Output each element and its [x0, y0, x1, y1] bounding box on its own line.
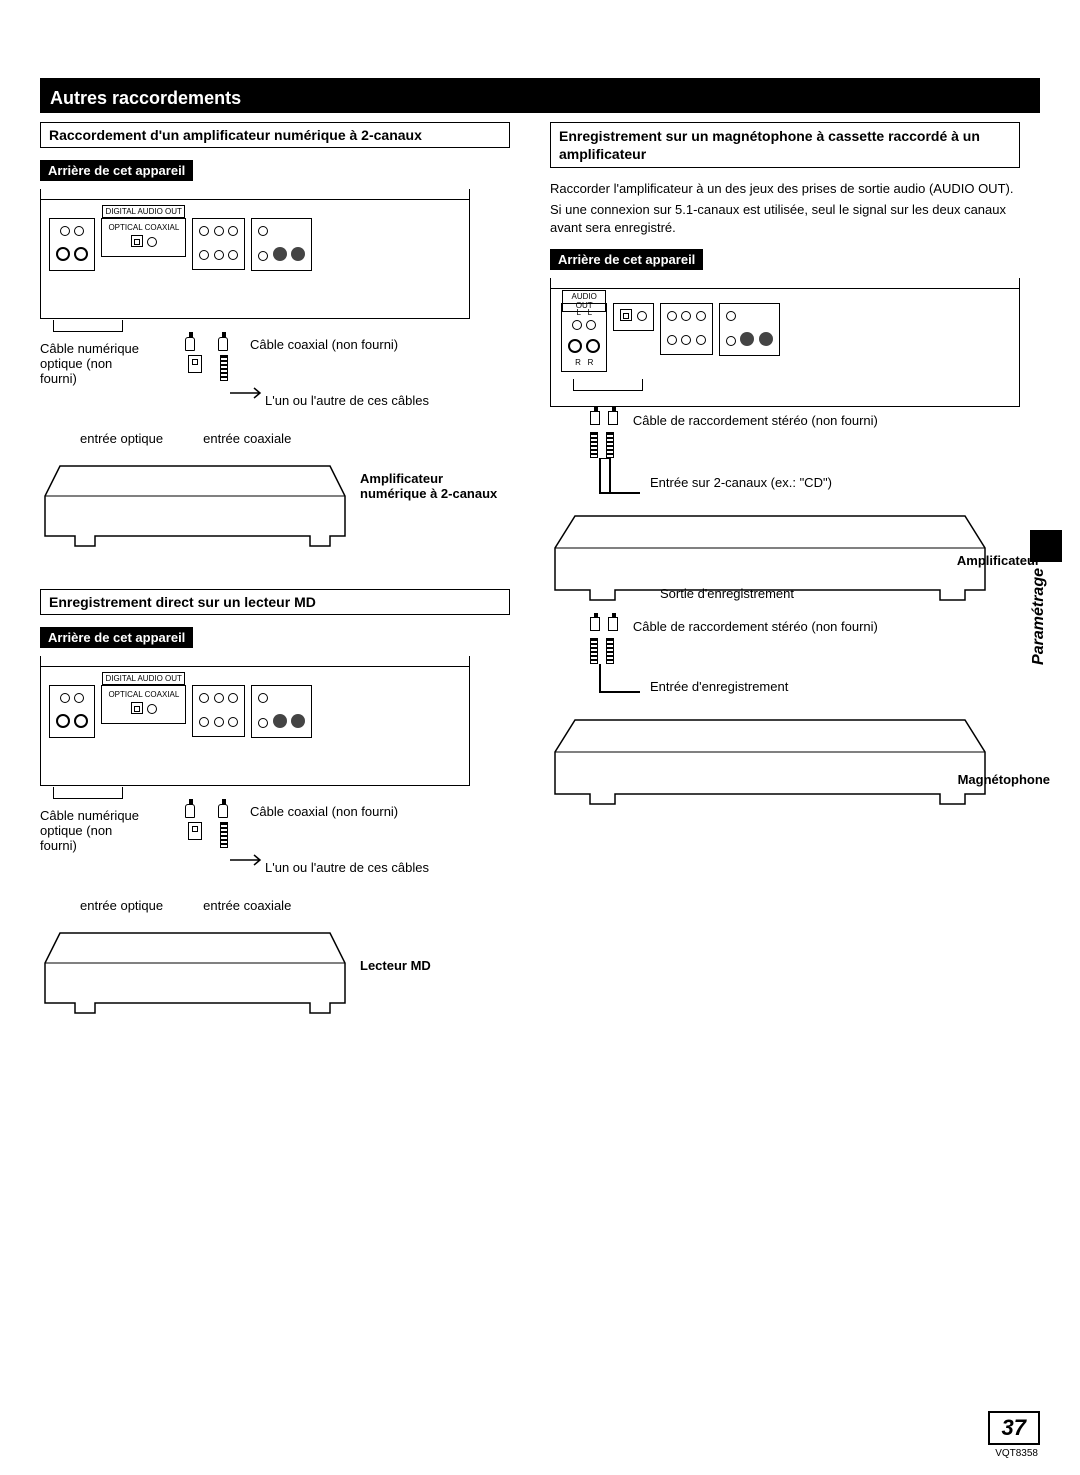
right-rear-label: Arrière de cet appareil — [550, 249, 703, 270]
cable-optical-label-2: Câble numérique optique (non fourni) — [40, 808, 150, 853]
ch-r2: R — [588, 358, 594, 367]
either-cable-label-2: L'un ou l'autre de ces câbles — [265, 860, 429, 875]
sec1-rear-label: Arrière de cet appareil — [40, 160, 193, 181]
right-title: Enregistrement sur un magnétophone à cas… — [550, 122, 1020, 168]
in-2ch-label: Entrée sur 2-canaux (ex.: "CD") — [650, 475, 1020, 490]
cable-optical-label: Câble numérique optique (non fourni) — [40, 341, 150, 386]
page-number: 37 — [988, 1411, 1040, 1445]
cable-stack: Câble de raccordement stéréo (non fourni… — [550, 411, 1020, 817]
tape-shape — [550, 702, 990, 812]
in-optical-label: entrée optique — [80, 431, 163, 446]
page-title-bar: Autres raccordements — [40, 84, 1040, 113]
right-para1: Raccorder l'amplificateur à un des jeux … — [550, 180, 1020, 198]
sec2-rear-label: Arrière de cet appareil — [40, 627, 193, 648]
md-label: Lecteur MD — [360, 958, 431, 973]
cable-coax-label: Câble coaxial (non fourni) — [250, 337, 398, 352]
cable-stereo-2: Câble de raccordement stéréo (non fourni… — [633, 619, 878, 634]
in-coax-label: entrée coaxiale — [203, 431, 291, 446]
right-diagram: AUDIO OUT L L R R — [550, 278, 1020, 407]
amp-label-2: Amplificateur — [957, 553, 1040, 568]
page-title: Autres raccordements — [50, 88, 241, 108]
either-cable-label: L'un ou l'autre de ces câbles — [265, 393, 429, 408]
optical-coaxial-label: OPTICAL COAXIAL — [108, 223, 179, 232]
md-shape — [40, 913, 350, 1023]
tape-label: Magnétophone — [958, 772, 1050, 787]
rec-out-label: Sortie d'enregistrement — [660, 586, 794, 601]
doc-id: VQT8358 — [995, 1448, 1038, 1459]
rec-in-label: Entrée d'enregistrement — [650, 679, 1020, 694]
digital-audio-out-label: DIGITAL AUDIO OUT — [102, 205, 184, 218]
section-tab-label: Paramétrage — [1030, 568, 1062, 665]
left-column: Raccordement d'un amplificateur numériqu… — [40, 122, 510, 1028]
in-optical-label-2: entrée optique — [80, 898, 163, 913]
amp-label: Amplificateur numérique à 2-canaux — [360, 471, 510, 501]
digital-audio-out-label-2: DIGITAL AUDIO OUT — [102, 672, 184, 685]
sec1-title: Raccordement d'un amplificateur numériqu… — [40, 122, 510, 148]
cable-stereo-1: Câble de raccordement stéréo (non fourni… — [633, 413, 878, 428]
amp-shape — [40, 446, 350, 556]
sec1-diagram: DIGITAL AUDIO OUT OPTICAL COAXIAL Câble … — [40, 189, 510, 561]
audio-out-label: AUDIO OUT — [562, 290, 606, 312]
ch-r: R — [575, 358, 581, 367]
in-coax-label-2: entrée coaxiale — [203, 898, 291, 913]
cable-coax-label-2: Câble coaxial (non fourni) — [250, 804, 398, 819]
sec2-diagram: DIGITAL AUDIO OUT OPTICAL COAXIAL Câble … — [40, 656, 510, 1028]
right-column: Enregistrement sur un magnétophone à cas… — [550, 122, 1020, 817]
optical-coaxial-label-2: OPTICAL COAXIAL — [108, 690, 179, 699]
sec2-title: Enregistrement direct sur un lecteur MD — [40, 589, 510, 615]
right-para2: Si une connexion sur 5.1-canaux est util… — [550, 201, 1020, 237]
section-tab: Paramétrage — [1030, 530, 1062, 658]
